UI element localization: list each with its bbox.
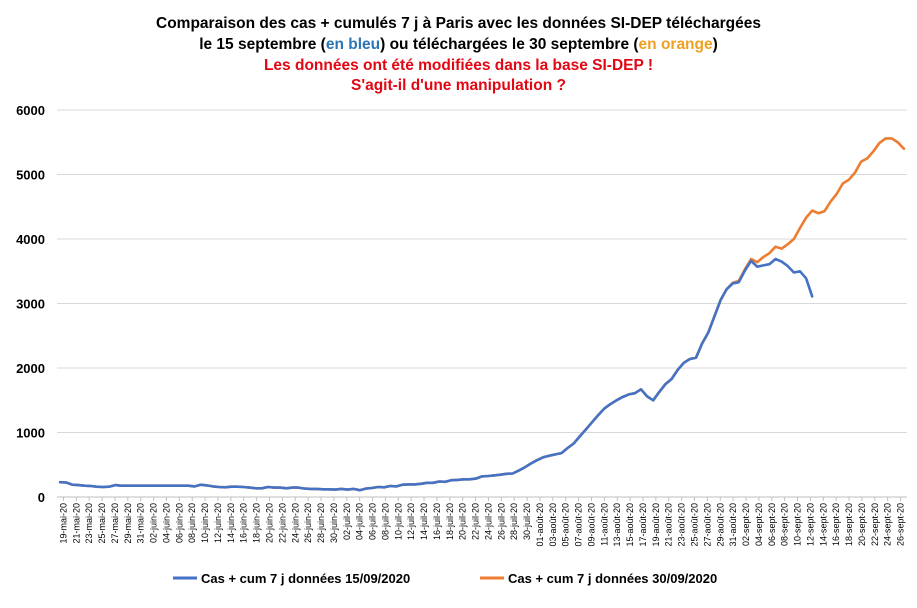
x-tick-label: 10-sept-20: [793, 503, 803, 546]
x-tick-label: 31-août-20: [728, 503, 738, 547]
x-tick-label: 29-août-20: [715, 503, 725, 547]
x-tick-label: 20-juin-20: [265, 503, 275, 543]
chart-subtitle-line2: S'agit-il d'une manipulation ?: [351, 77, 566, 94]
x-tick-label: 14-sept-20: [818, 503, 828, 546]
x-tick-label: 18-juin-20: [252, 503, 262, 543]
x-tick-label: 10-juil-20: [393, 503, 403, 540]
x-tick-label: 18-sept-20: [844, 503, 854, 546]
x-tick-label: 18-juil-20: [445, 503, 455, 540]
x-tick-label: 04-juil-20: [355, 503, 365, 540]
x-tick-label: 13-août-20: [612, 503, 622, 547]
chart-title-line1: Comparaison des cas + cumulés 7 j à Pari…: [156, 15, 761, 32]
x-tick-label: 16-juin-20: [239, 503, 249, 543]
x-tick-label: 26-juil-20: [496, 503, 506, 540]
x-tick-label: 06-juin-20: [174, 503, 184, 543]
title-part-c: ) ou téléchargées le 30 septembre (: [380, 36, 639, 53]
x-tick-label: 30-juin-20: [329, 503, 339, 543]
x-tick-label: 01-août-20: [535, 503, 545, 547]
x-tick-label: 04-juin-20: [161, 503, 171, 543]
x-tick-label: 12-sept-20: [805, 503, 815, 546]
x-tick-label: 02-juil-20: [342, 503, 352, 540]
y-tick-label: 4000: [16, 232, 45, 247]
x-tick-label: 20-juil-20: [458, 503, 468, 540]
x-tick-label: 24-juil-20: [483, 503, 493, 540]
y-tick-label: 2000: [16, 361, 45, 376]
x-tick-label: 31-mai-20: [136, 503, 146, 544]
x-tick-label: 19-août-20: [651, 503, 661, 547]
x-tick-label: 05-août-20: [561, 503, 571, 547]
x-tick-label: 24-juin-20: [290, 503, 300, 543]
y-tick-label: 5000: [16, 168, 45, 183]
x-tick-label: 23-août-20: [677, 503, 687, 547]
series-line-1: [58, 137, 906, 492]
x-tick-label: 27-mai-20: [110, 503, 120, 544]
x-tick-label: 22-sept-20: [870, 503, 880, 546]
y-axis: 0 1000 2000 3000 4000 5000 6000: [16, 103, 45, 505]
x-tick-label: 09-août-20: [586, 503, 596, 547]
legend: Cas + cum 7 j données 15/09/2020 Cas + cu…: [173, 571, 717, 586]
x-tick-label: 08-juil-20: [380, 503, 390, 540]
series-line-0: [58, 257, 814, 492]
x-tick-label: 10-juin-20: [200, 503, 210, 543]
x-tick-label: 14-juil-20: [419, 503, 429, 540]
x-tick-label: 02-juin-20: [149, 503, 159, 543]
x-tick-label: 22-juil-20: [471, 503, 481, 540]
x-tick-label: 03-août-20: [548, 503, 558, 547]
x-tick-label: 17-août-20: [638, 503, 648, 547]
x-tick-label: 30-juil-20: [522, 503, 532, 540]
x-tick-label: 27-août-20: [702, 503, 712, 547]
x-tick-label: 04-sept-20: [754, 503, 764, 546]
x-tick-label: 11-août-20: [599, 503, 609, 546]
x-tick-label: 26-juin-20: [303, 503, 313, 543]
x-tick-label: 21-août-20: [664, 503, 674, 547]
x-tick-label: 08-juin-20: [187, 503, 197, 543]
series-lines: [58, 137, 906, 492]
x-tick-label: 15-août-20: [625, 503, 635, 547]
y-tick-label: 1000: [16, 426, 45, 441]
y-tick-label: 3000: [16, 297, 45, 312]
x-tick-label: 06-sept-20: [767, 503, 777, 546]
x-tick-label: 21-mai-20: [71, 503, 81, 544]
legend-label: Cas + cum 7 j données 15/09/2020: [201, 571, 410, 586]
x-tick-label: 14-juin-20: [226, 503, 236, 543]
title-part-orange: en orange: [638, 36, 713, 53]
y-tick-label: 6000: [16, 103, 45, 118]
x-tick-label: 28-juin-20: [316, 503, 326, 543]
y-tick-label: 0: [38, 490, 45, 505]
title-part-blue: en bleu: [325, 36, 381, 53]
x-tick-label: 06-juil-20: [368, 503, 378, 540]
x-tick-label: 24-sept-20: [883, 503, 893, 546]
title-part-a: le 15 septembre (: [199, 36, 326, 53]
x-tick-label: 20-sept-20: [857, 503, 867, 546]
x-tick-label: 07-août-20: [574, 503, 584, 547]
x-tick-label: 16-sept-20: [831, 503, 841, 546]
chart-subtitle-line1: Les données ont été modifiées dans la ba…: [263, 57, 654, 74]
x-axis: 19-mai-20 21-mai-20 23-mai-20 25-mai-20 27-m…: [57, 496, 907, 547]
x-tick-label: 02-sept-20: [741, 503, 751, 546]
x-tick-label: 29-mai-20: [123, 503, 133, 544]
x-tick-label: 26-sept-20: [896, 503, 906, 546]
x-tick-label: 08-sept-20: [780, 503, 790, 546]
x-tick-label: 28-juil-20: [509, 503, 519, 540]
x-tick-label: 25-août-20: [690, 503, 700, 547]
x-tick-label: 19-mai-20: [58, 503, 68, 544]
x-tick-label: 22-juin-20: [277, 503, 287, 543]
x-tick-label: 25-mai-20: [97, 503, 107, 544]
x-tick-label: 23-mai-20: [84, 503, 94, 544]
gridlines: [57, 109, 907, 498]
legend-label: Cas + cum 7 j données 30/09/2020: [508, 571, 717, 586]
chart-title-line2: le 15 septembre (en bleu) ou téléchargée…: [0, 35, 917, 54]
x-tick-label: 16-juil-20: [432, 503, 442, 540]
x-tick-label: 12-juin-20: [213, 503, 223, 543]
x-tick-label: 12-juil-20: [406, 503, 416, 540]
title-part-e: ): [712, 36, 718, 53]
